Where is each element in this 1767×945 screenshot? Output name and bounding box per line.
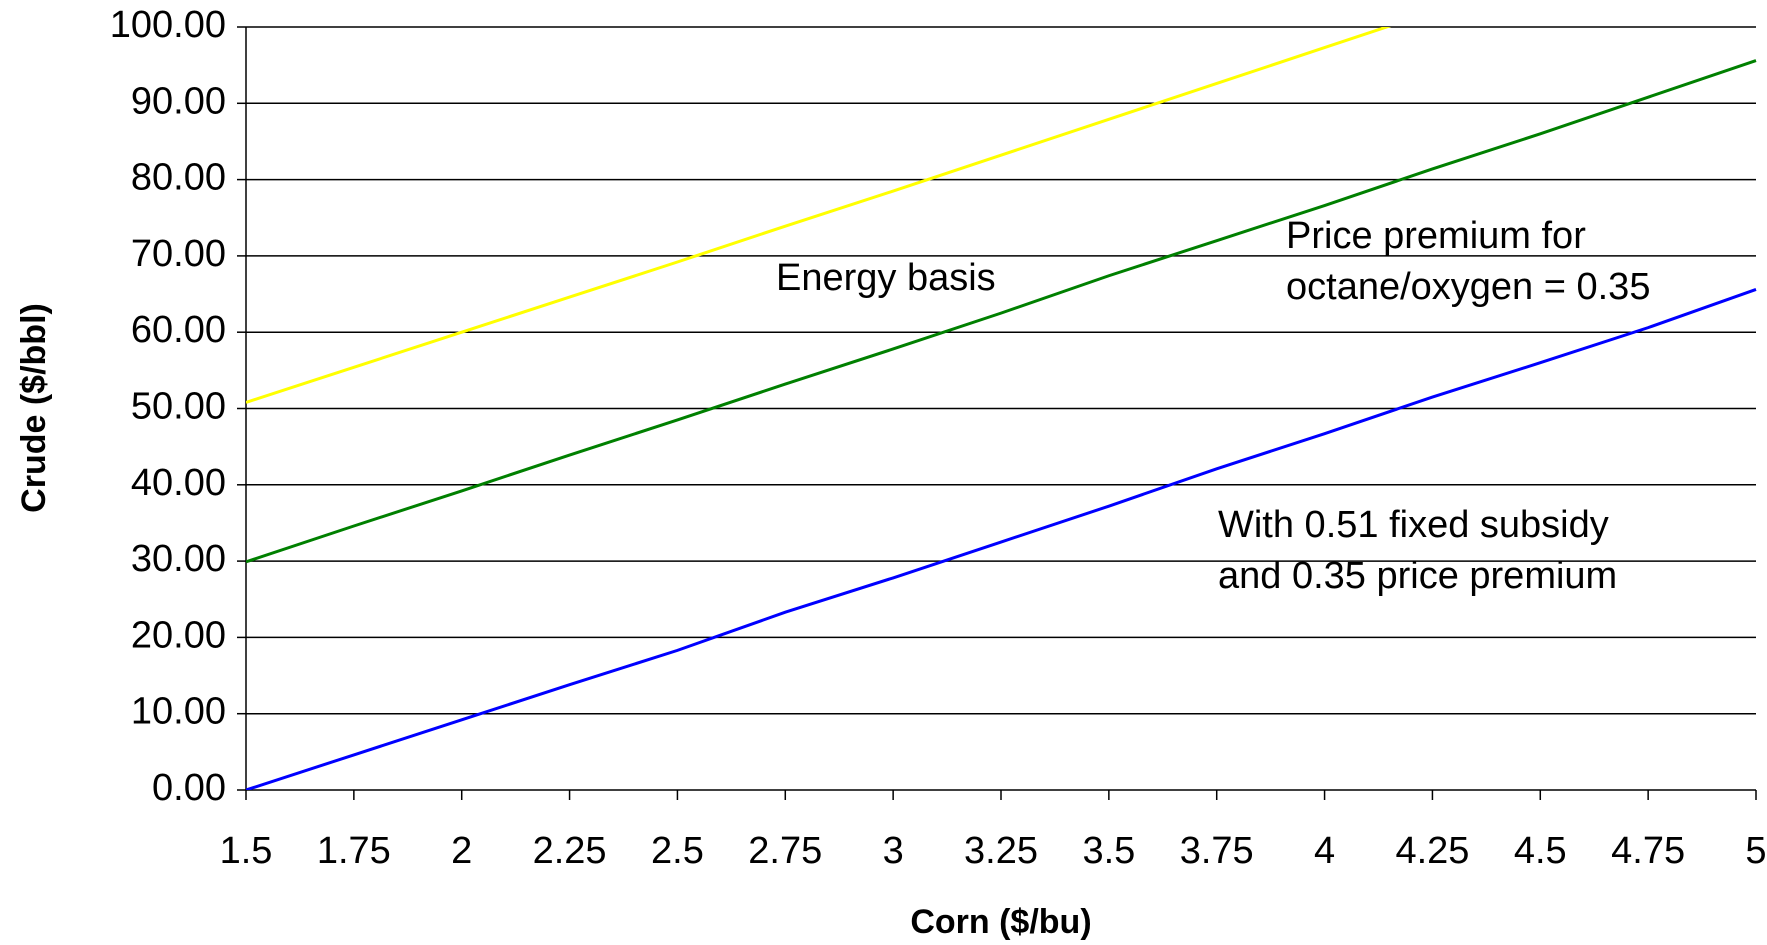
- x-tick-label: 3: [883, 830, 904, 872]
- x-tick-label: 2.5: [651, 830, 704, 872]
- x-tick-label: 2: [451, 830, 472, 872]
- series-line: [246, 288, 1757, 790]
- y-tick-label: 70.00: [131, 233, 226, 275]
- annotation: octane/oxygen = 0.35: [1286, 266, 1650, 308]
- y-tick-label: 50.00: [131, 386, 226, 428]
- x-tick-label: 1.75: [317, 830, 391, 872]
- y-tick-label: 40.00: [131, 462, 226, 504]
- annotation: Price premium for: [1286, 215, 1586, 257]
- series-line: [246, 59, 1757, 564]
- x-tick-label: 3.75: [1180, 830, 1254, 872]
- x-tick-label: 1.5: [220, 830, 273, 872]
- x-tick-label: 4.25: [1395, 830, 1469, 872]
- x-tick-label: 3.25: [964, 830, 1038, 872]
- y-tick-label: 30.00: [131, 538, 226, 580]
- x-axis-title: Corn ($/bu): [910, 903, 1091, 941]
- y-tick-label: 90.00: [131, 80, 226, 122]
- y-tick-label: 20.00: [131, 614, 226, 656]
- y-tick-label: 0.00: [152, 767, 226, 809]
- x-tick-label: 2.25: [533, 830, 607, 872]
- series-line: [246, 27, 1392, 404]
- plot-area: [246, 27, 1757, 790]
- x-tick-label: 4.75: [1611, 830, 1685, 872]
- y-tick-label: 80.00: [131, 157, 226, 199]
- x-tick-label: 4: [1314, 830, 1335, 872]
- y-tick-label: 100.00: [110, 4, 226, 46]
- x-tick-label: 3.5: [1082, 830, 1135, 872]
- y-axis-title: Crude ($/bbl): [15, 303, 53, 513]
- annotation: With 0.51 fixed subsidy: [1218, 504, 1609, 546]
- x-tick-label: 2.75: [748, 830, 822, 872]
- annotation: Energy basis: [776, 257, 996, 299]
- x-tick-label: 5: [1745, 830, 1766, 872]
- annotation: and 0.35 price premium: [1218, 555, 1617, 597]
- y-tick-label: 10.00: [131, 691, 226, 733]
- x-tick-label: 4.5: [1514, 830, 1567, 872]
- y-tick-label: 60.00: [131, 309, 226, 351]
